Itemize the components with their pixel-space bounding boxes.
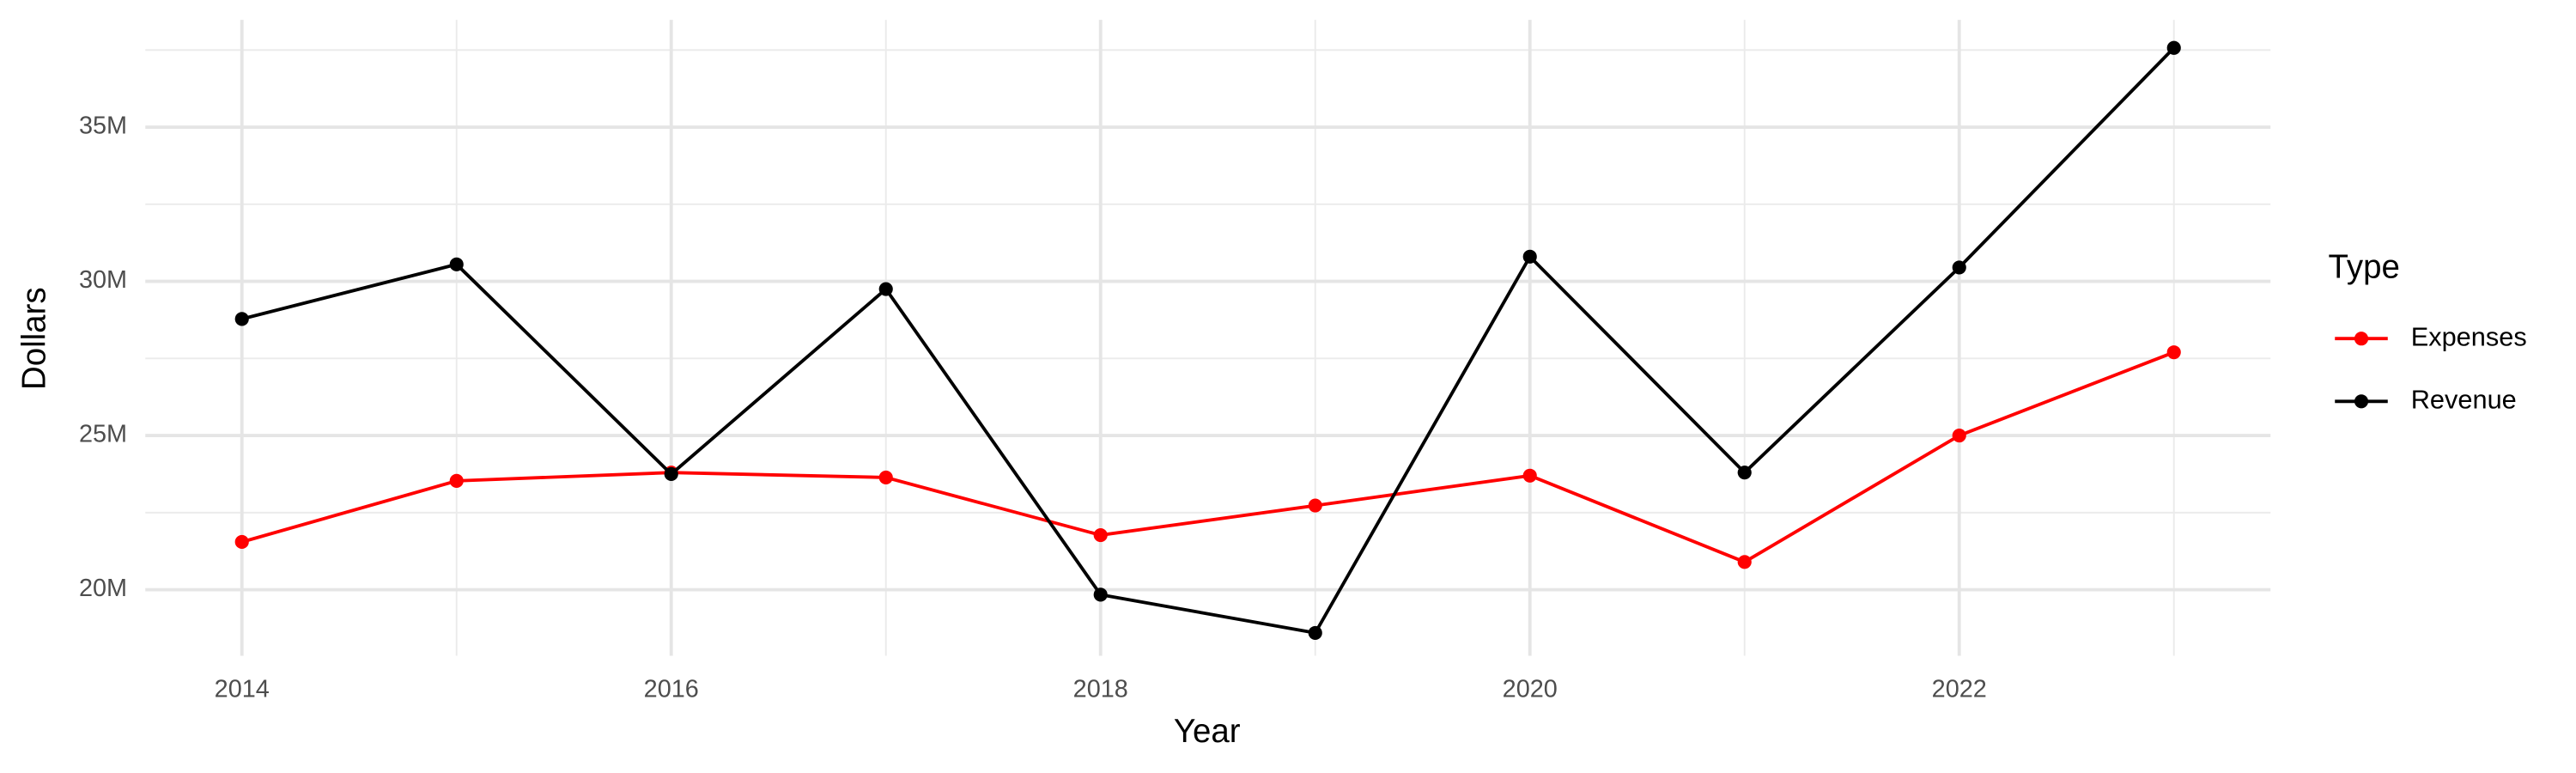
legend-marker [2354,332,2369,346]
data-point [1308,498,1322,513]
data-point [878,470,893,485]
data-point [2166,345,2181,360]
data-point [1952,429,1966,443]
data-point [1522,468,1537,483]
data-point [1093,587,1108,602]
x-tick-label: 2016 [644,675,699,703]
data-point [234,534,249,550]
x-axis-title: Year [1174,713,1241,750]
legend-label: Revenue [2411,384,2517,414]
y-tick-label: 30M [79,266,127,294]
data-point [1308,625,1322,640]
y-axis-title: Dollars [15,287,52,390]
data-point [664,466,678,482]
y-tick-label: 35M [79,113,127,140]
data-point [1093,527,1108,543]
legend-label: Expenses [2411,321,2527,351]
data-point [1522,249,1537,264]
series-line [241,350,2175,564]
x-tick-label: 2020 [1503,675,1558,703]
series-line [241,46,2176,636]
x-tick-label: 2022 [1932,675,1987,703]
y-tick-label: 20M [79,575,127,602]
data-point [1737,555,1752,569]
data-point [878,282,893,296]
x-tick-label: 2018 [1073,675,1128,703]
legend-marker [2354,394,2369,409]
data-point [1737,466,1752,480]
y-tick-label: 25M [79,421,127,448]
legend-title: Type [2329,249,2400,286]
data-point [449,257,464,271]
data-point [449,473,464,488]
data-point [1952,260,1966,275]
data-point [234,312,249,326]
x-tick-label: 2014 [215,675,270,703]
data-point [2166,40,2181,55]
